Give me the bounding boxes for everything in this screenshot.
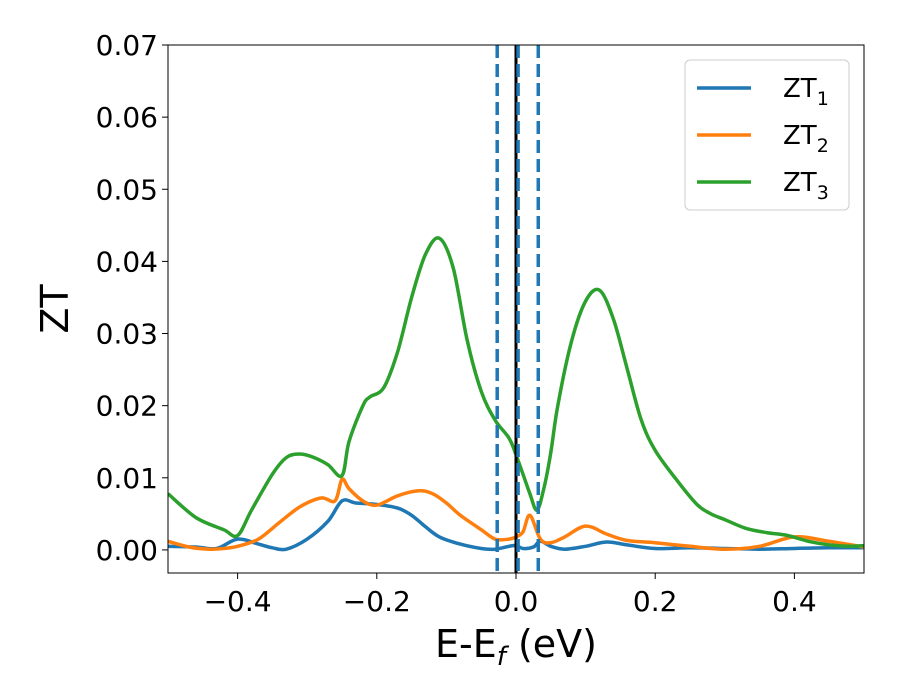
x-tick-label: −0.4: [204, 585, 272, 618]
reference-lines: [495, 45, 541, 573]
legend: ZT1 ZT2 ZT3: [684, 59, 850, 211]
y-tick-label: 0.05: [96, 173, 158, 206]
x-tick-label: 0.4: [772, 585, 817, 618]
x-axis: −0.4 −0.2 0.0 0.2 0.4: [204, 573, 817, 618]
x-tick-label: −0.2: [343, 585, 411, 618]
x-tick-label: 0.0: [494, 585, 539, 618]
y-tick-label: 0.02: [96, 390, 158, 423]
y-axis-label: ZT: [33, 284, 77, 334]
plot-frame: [167, 44, 865, 574]
legend-label: ZT3: [783, 168, 829, 204]
legend-box: [684, 59, 850, 211]
y-tick-label: 0.00: [96, 534, 158, 567]
y-tick-label: 0.03: [96, 318, 158, 351]
x-axis-label: E-Ef (eV): [435, 622, 597, 672]
y-tick-label: 0.07: [96, 29, 158, 62]
y-tick-label: 0.01: [96, 462, 158, 495]
y-axis: 0.00 0.01 0.02 0.03 0.04 0.05 0.06 0.07: [96, 29, 168, 567]
y-tick-label: 0.06: [96, 101, 158, 134]
x-tick-label: 0.2: [633, 585, 678, 618]
series-line-zt1: [168, 498, 864, 552]
y-tick-label: 0.04: [96, 245, 158, 278]
legend-label: ZT2: [783, 121, 829, 157]
series-line-zt2: [168, 477, 864, 551]
legend-label: ZT1: [783, 74, 829, 110]
